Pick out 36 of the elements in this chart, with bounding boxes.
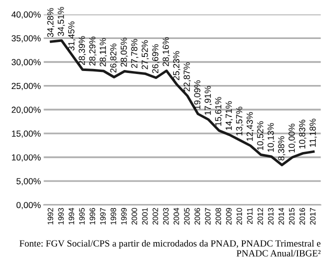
data-label: 28,16% xyxy=(162,37,170,66)
data-label: 28,39% xyxy=(78,36,86,66)
data-label: 11,18% xyxy=(310,118,317,147)
data-label: 34,28% xyxy=(47,8,54,38)
data-label: 19,09% xyxy=(194,80,202,110)
y-tick-label: 10,00% xyxy=(12,154,41,162)
data-label: 28,05% xyxy=(120,38,128,67)
data-label: 31,45% xyxy=(68,22,76,51)
data-label: 28,29% xyxy=(89,36,96,66)
data-label: 10,13% xyxy=(268,123,275,152)
y-tick-label: 25,00% xyxy=(12,82,41,90)
y-tick-label: 30,00% xyxy=(12,59,41,66)
y-tick-label: 20,00% xyxy=(12,106,41,114)
data-label: 17,91% xyxy=(204,86,212,115)
data-label: 12,43% xyxy=(246,112,254,141)
data-label: 22,87% xyxy=(184,62,191,92)
y-tick-label: 15,00% xyxy=(12,130,41,138)
data-label: 13,57% xyxy=(236,106,244,136)
data-label: 28,11% xyxy=(100,38,107,66)
y-tick-label: 5,00% xyxy=(16,178,41,186)
data-label: 15,61% xyxy=(215,97,222,126)
y-tick-label: 35,00% xyxy=(12,35,41,42)
data-label: 25,23% xyxy=(173,51,180,80)
data-label: 27,52% xyxy=(142,40,149,70)
data-label: 34,51% xyxy=(58,6,65,36)
data-label: 10,83% xyxy=(299,120,306,148)
data-label: 8,38% xyxy=(278,136,286,160)
data-label: 10,52% xyxy=(257,121,264,150)
data-label: 27,78% xyxy=(131,39,138,68)
source-note: Fonte: FGV Social/CPS a partir de microdados da PNAD, PNADC Trimestral e PNADC Anual/IBGE² xyxy=(20,240,321,256)
data-label: 26,69% xyxy=(152,44,160,74)
data-label: 10,00% xyxy=(288,124,296,152)
y-tick-label: 0,00% xyxy=(16,202,41,210)
y-tick-label: 40,00% xyxy=(11,11,41,19)
data-label: 14,71% xyxy=(226,101,233,130)
data-label: 26,82% xyxy=(110,44,118,73)
